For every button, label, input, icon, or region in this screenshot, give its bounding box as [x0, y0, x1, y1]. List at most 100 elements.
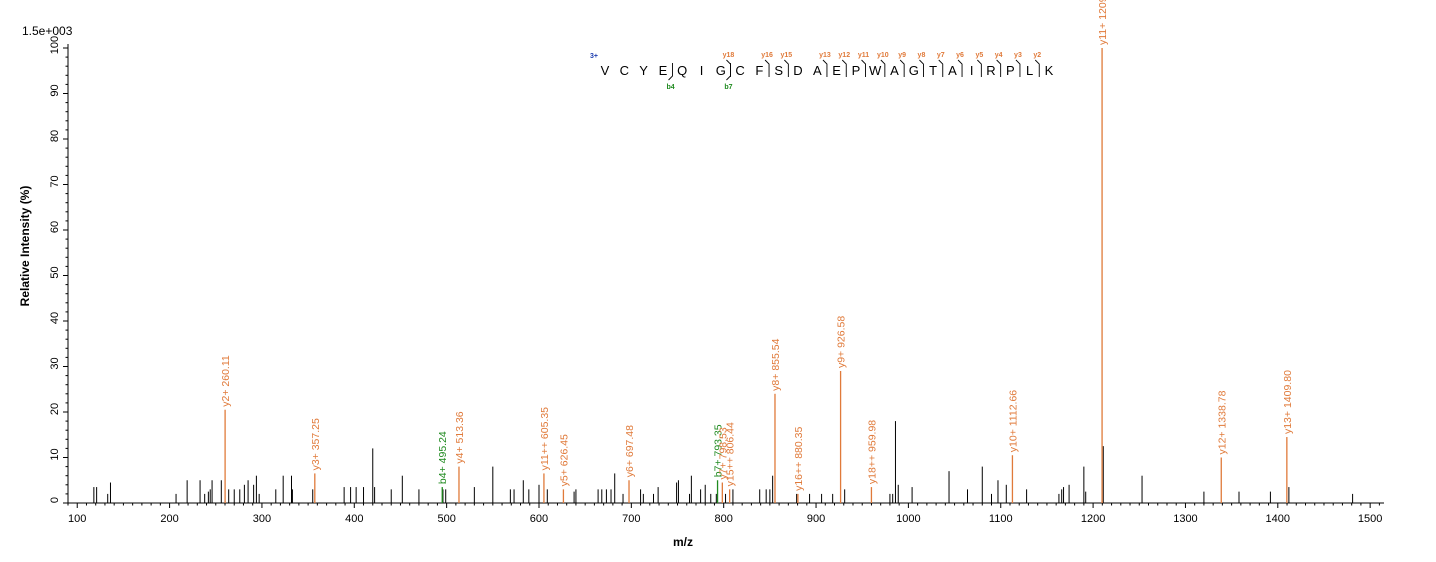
sequence-residue: I [970, 63, 974, 78]
peak-labels: y2+ 260.11 y3+ 357.25 b4+ 495.24 y4+ 513.36… [220, 0, 1294, 491]
y-ion-bracket [938, 59, 944, 77]
y-axis-title: Relative Intensity (%) [18, 186, 32, 307]
peak-label: y15++ 806.44 [725, 422, 737, 486]
sequence-residue: I [700, 63, 704, 78]
peak-label: y13+ 1409.80 [1282, 370, 1294, 434]
sequence-residue: P [852, 63, 861, 78]
y-ion-bracket [861, 59, 866, 77]
sequence-residue: A [813, 63, 822, 78]
y-tick-label: 100 [49, 36, 61, 54]
charge-state: 3+ [590, 53, 598, 60]
intensity-scale-label: 1.5e+003 [22, 24, 73, 38]
sequence-residue: G [716, 63, 726, 78]
y-ion-bracket [919, 59, 924, 77]
sequence-residue: C [620, 63, 629, 78]
axes: 100 200 300 400 500 600 700 800 900 1000 1100 1200 1… [49, 36, 1384, 525]
y-ion-bracket [977, 59, 982, 77]
y-ion-bracket [1034, 59, 1040, 77]
y-tick-label: 80 [49, 130, 61, 142]
x-tick-label: 1200 [1081, 513, 1105, 525]
y-ion-bracket [957, 59, 963, 77]
b-ion-label: b4 [666, 84, 674, 91]
y-ion-bracket [899, 59, 905, 77]
y-ion-label: y2 [1033, 52, 1041, 59]
y-ion-label: y11 [858, 52, 869, 59]
sequence-residue: F [755, 63, 763, 78]
sequence-residue: G [909, 63, 919, 78]
y-ion-bracket [1015, 59, 1021, 77]
y-ion-bracket [764, 59, 770, 77]
sequence-residue: A [948, 63, 957, 78]
peak-label: y9+ 926.58 [836, 316, 848, 368]
peak-label: y11++ 605.35 [539, 407, 551, 471]
sequence-residue: K [1045, 63, 1054, 78]
sequence-residue: V [601, 63, 610, 78]
x-tick-label: 800 [715, 513, 733, 525]
b-ion-label: b7 [724, 84, 732, 91]
peak-label: y4+ 513.36 [454, 411, 466, 463]
y-tick-label: 30 [49, 357, 61, 369]
sequence-residue: L [1026, 63, 1033, 78]
sequence-residue: P [1006, 63, 1015, 78]
peak-label: y3+ 357.25 [310, 418, 322, 470]
y-ion-label: y16 [761, 52, 773, 59]
y-ion-label: y13 [819, 52, 831, 59]
peak-label: y11+ 1209.72 [1097, 0, 1109, 45]
x-tick-label: 1400 [1266, 513, 1290, 525]
peak-label: y2+ 260.11 [220, 355, 232, 407]
y-tick-label: 50 [49, 266, 61, 278]
x-tick-label: 600 [530, 513, 548, 525]
y-ion-label: y3 [1014, 52, 1022, 59]
x-tick-label: 400 [345, 513, 363, 525]
sequence-residue: D [793, 63, 802, 78]
y-ion-label: y5 [975, 52, 983, 59]
x-tick-label: 300 [253, 513, 271, 525]
sequence-residue: E [659, 63, 668, 78]
sequence-residue: R [986, 63, 995, 78]
y-tick-label: 40 [49, 312, 61, 324]
x-tick-label: 1000 [896, 513, 920, 525]
y-tick-label: 90 [49, 84, 61, 96]
sequence-residue: E [832, 63, 841, 78]
y-ion-label: y7 [937, 52, 945, 59]
y-tick-label: 20 [49, 403, 61, 415]
x-tick-label: 700 [622, 513, 640, 525]
y-ion-label: y18 [723, 52, 735, 59]
b-ion-bracket [726, 63, 731, 81]
peak-label: y16++ 880.35 [793, 427, 805, 491]
y-ion-label: y10 [877, 52, 889, 59]
sequence-residue: T [929, 63, 937, 78]
y-ion-label: y6 [956, 52, 964, 59]
peak-label: y18++ 959.98 [866, 420, 878, 484]
y-ion-label: y4 [995, 52, 1003, 59]
sequence-residue: S [774, 63, 783, 78]
y-ion-bracket [996, 59, 1002, 77]
peak-label: y7+ 798.53 [717, 427, 729, 479]
peaks [93, 48, 1354, 503]
b-ion-bracket [668, 63, 673, 81]
y-ion-bracket [784, 59, 789, 77]
peak-label: y10+ 1112.66 [1007, 390, 1019, 453]
sequence-residue: W [869, 63, 882, 78]
y-ion-bracket [880, 59, 886, 77]
x-tick-label: 1500 [1358, 513, 1382, 525]
y-ion-bracket [726, 59, 731, 77]
y-tick-label: 10 [49, 448, 61, 460]
sequence-residue: Q [677, 63, 687, 78]
y-ion-bracket [822, 59, 828, 77]
x-tick-label: 1300 [1173, 513, 1197, 525]
peak-label: y5+ 626.45 [558, 434, 570, 486]
y-ion-label: y9 [898, 52, 906, 59]
x-tick-label: 1100 [989, 513, 1013, 525]
peak-label: y12+ 1338.78 [1216, 390, 1228, 454]
sequence-residue: Y [639, 63, 648, 78]
peak-label: b7+ 793.35 [713, 424, 725, 477]
y-ion-label: y15 [781, 52, 793, 59]
x-axis-title: m/z [673, 535, 693, 549]
y-tick-label: 70 [49, 175, 61, 187]
sequence-residue: C [735, 63, 744, 78]
x-tick-label: 900 [807, 513, 825, 525]
x-tick-label: 200 [160, 513, 178, 525]
